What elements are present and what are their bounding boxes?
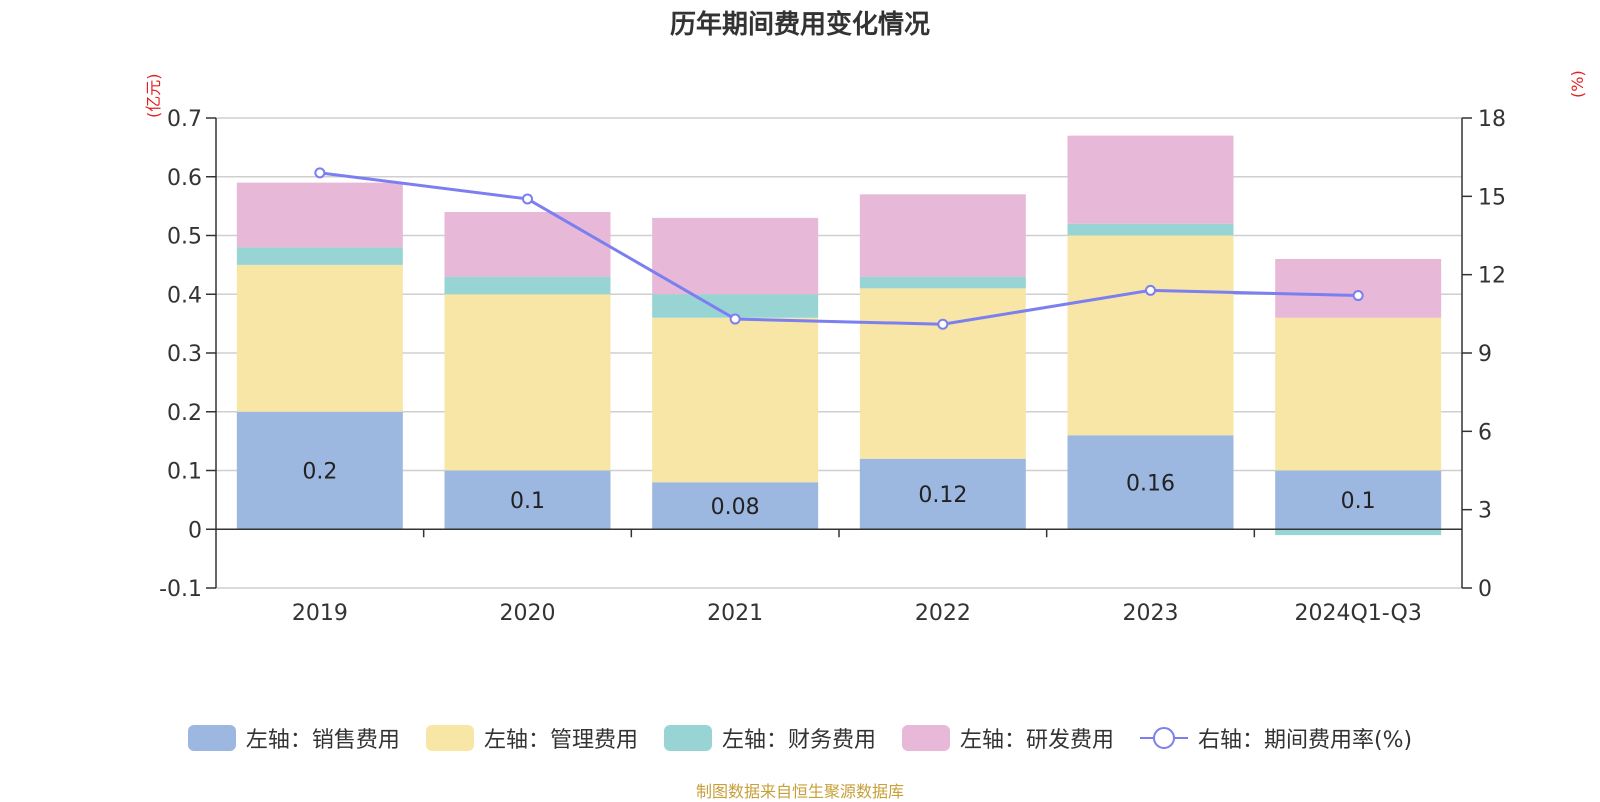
bar-segment: [236, 182, 403, 248]
left-tick-label: 0.7: [167, 107, 202, 132]
expense-rate-point: [314, 167, 326, 179]
bar-segment: [236, 411, 403, 530]
right-tick-label: 0: [1478, 577, 1492, 602]
left-tick-label: 0: [188, 518, 202, 543]
expense-rate-point: [1145, 284, 1156, 296]
bar-segment: [652, 217, 819, 295]
bar-segment: [652, 317, 819, 483]
right-tick-label: 12: [1478, 264, 1506, 289]
category-label: 2020: [500, 601, 556, 626]
legend-swatch-rnd: [901, 725, 950, 751]
bar-segment: [444, 294, 611, 471]
bar-segment: [444, 212, 611, 277]
category-label: 2019: [292, 601, 348, 626]
expense-rate-point: [729, 313, 741, 325]
legend-swatch-admin: [425, 725, 474, 751]
bar-segment: [1067, 223, 1234, 236]
bar-data-label: 0.2: [302, 460, 337, 485]
bar-segment: [652, 482, 819, 530]
left-tick-label: 0.3: [167, 342, 202, 367]
left-tick-label: 0.4: [167, 283, 202, 308]
expense-rate-point: [937, 318, 949, 330]
left-tick-label: 0.2: [167, 401, 202, 426]
left-tick-label: 0.1: [167, 460, 202, 485]
legend-label-admin: 左轴：管理费用: [483, 728, 638, 753]
legend-swatch-sales: [187, 725, 236, 751]
bar-segment: [1067, 235, 1234, 436]
left-tick-label: -0.1: [159, 577, 202, 602]
bar-segment: [1275, 259, 1442, 318]
bar-data-label: 0.16: [1126, 471, 1175, 496]
legend-item-finance[interactable]: 左轴：财务费用: [663, 722, 876, 754]
legend: 左轴：销售费用 左轴：管理费用 左轴：财务费用 左轴：研发费用 右轴：期间费用率…: [0, 722, 1600, 754]
category-label: 2021: [707, 601, 763, 626]
bar-data-label: 0.12: [918, 483, 967, 508]
bar-segment: [236, 247, 403, 265]
bar-segment: [859, 194, 1026, 277]
bar-data-label: 0.1: [510, 489, 545, 514]
bar-segment: [1067, 135, 1234, 224]
right-tick-label: 6: [1478, 420, 1492, 445]
data-source-note: 制图数据来自恒生聚源数据库: [695, 782, 904, 801]
bar-segment: [1275, 470, 1442, 530]
left-tick-label: 0.6: [167, 166, 202, 191]
legend-item-rnd[interactable]: 左轴：研发费用: [901, 722, 1114, 754]
bar-segment: [1067, 435, 1234, 530]
expense-rate-point: [1352, 290, 1364, 302]
category-label: 2024Q1-Q3: [1294, 601, 1421, 626]
category-label: 2023: [1123, 601, 1179, 626]
legend-item-expense-rate[interactable]: 右轴：期间费用率(%): [1139, 722, 1413, 754]
bar-data-label: 0.08: [711, 495, 760, 520]
bar-segment: [859, 288, 1026, 459]
bar-segment: [859, 458, 1026, 530]
bar-segment: [652, 294, 819, 318]
chart-title: 历年期间费用变化情况: [669, 10, 930, 40]
bar-segment: [859, 276, 1026, 289]
expense-rate-line: [319, 171, 1359, 326]
legend-item-admin[interactable]: 左轴：管理费用: [425, 722, 638, 754]
bar-segment: [444, 470, 611, 530]
bar-segment: [236, 264, 403, 412]
bar-segment: [444, 276, 611, 295]
bar-data-label: 0.1: [1341, 489, 1376, 514]
legend-label-expense-rate: 右轴：期间费用率(%): [1197, 728, 1413, 753]
right-tick-label: 3: [1478, 499, 1492, 524]
bar-segment: [1275, 529, 1442, 536]
right-tick-label: 9: [1478, 342, 1492, 367]
left-tick-label: 0.5: [167, 225, 202, 250]
right-tick-label: 15: [1478, 185, 1506, 210]
legend-label-rnd: 左轴：研发费用: [959, 728, 1114, 753]
expense-rate-point: [522, 193, 533, 205]
legend-label-sales: 左轴：销售费用: [245, 728, 400, 753]
right-tick-label: 18: [1478, 107, 1506, 132]
legend-swatch-expense-rate: [1139, 725, 1188, 751]
legend-swatch-finance: [663, 725, 712, 751]
legend-item-sales[interactable]: 左轴：销售费用: [187, 722, 400, 754]
bar-segment: [1275, 317, 1442, 471]
legend-label-finance: 左轴：财务费用: [721, 728, 876, 753]
category-label: 2022: [915, 601, 971, 626]
